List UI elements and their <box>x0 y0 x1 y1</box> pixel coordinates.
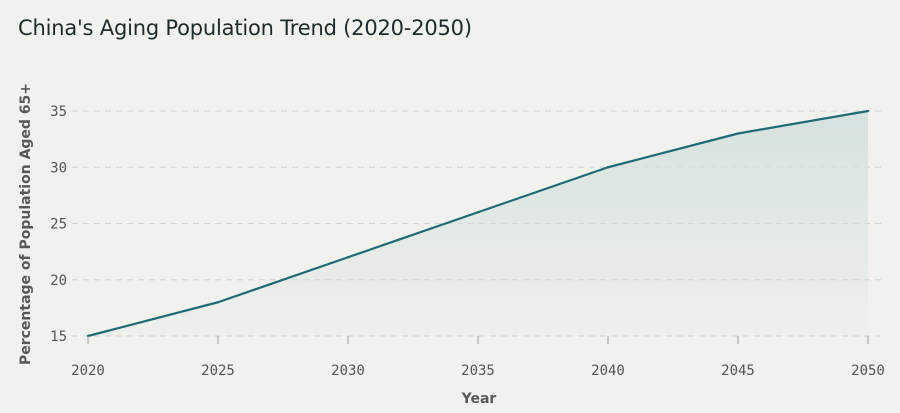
data-point <box>606 166 610 169</box>
x-tick-label: 2025 <box>201 363 235 379</box>
y-tick-label: 15 <box>50 329 67 345</box>
data-point <box>736 132 740 135</box>
x-axis-ticks: 2020 2025 2030 2035 2040 2045 2050 <box>71 336 885 379</box>
data-point <box>216 301 220 304</box>
chart-title: China's Aging Population Trend (2020-205… <box>18 16 472 40</box>
y-tick-label: 25 <box>50 217 67 233</box>
x-tick-label: 2050 <box>851 363 885 379</box>
y-tick-label: 30 <box>50 160 67 176</box>
point-layer <box>86 109 870 338</box>
x-tick-label: 2035 <box>461 363 495 379</box>
data-point <box>346 256 350 259</box>
y-axis-ticks: 15 20 25 30 35 <box>50 104 67 345</box>
x-tick-label: 2045 <box>721 363 755 379</box>
data-point <box>476 211 480 214</box>
y-axis-label: Percentage of Population Aged 65+ <box>18 83 34 365</box>
x-axis-label: Year <box>461 391 497 407</box>
y-tick-label: 20 <box>50 273 67 289</box>
data-point <box>866 109 870 113</box>
y-tick-label: 35 <box>50 104 67 120</box>
x-tick-label: 2040 <box>591 363 625 379</box>
x-tick-label: 2020 <box>71 363 105 379</box>
x-tick-label: 2030 <box>331 363 365 379</box>
